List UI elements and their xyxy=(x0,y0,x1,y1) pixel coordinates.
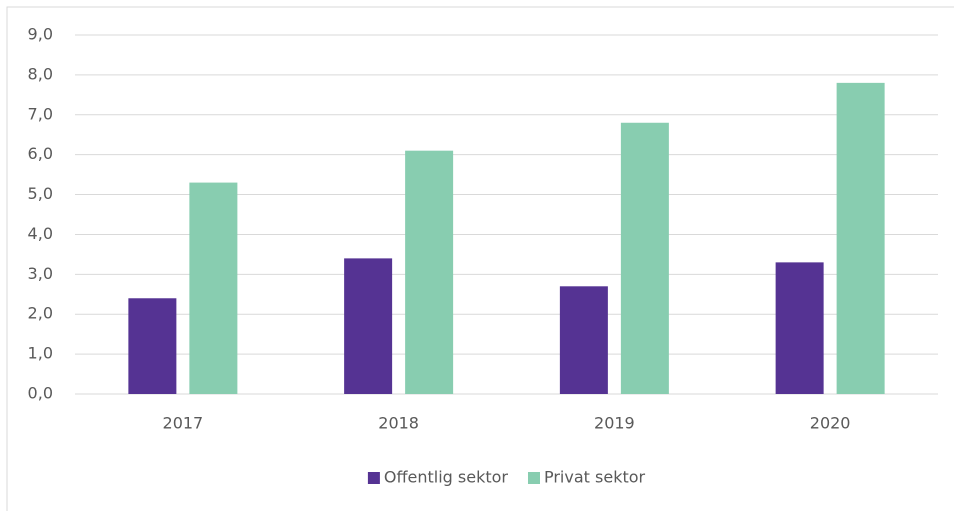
bar xyxy=(344,258,393,394)
x-tick-label: 2017 xyxy=(163,414,204,433)
bar xyxy=(559,286,608,394)
legend-swatch xyxy=(527,472,540,484)
y-tick-label: 3,0 xyxy=(28,264,53,283)
bar xyxy=(189,182,238,394)
bar xyxy=(405,150,454,394)
legend-label: Offentlig sektor xyxy=(384,468,509,487)
x-tick-label: 2019 xyxy=(594,414,635,433)
x-tick-label: 2018 xyxy=(378,414,419,433)
y-tick-label: 0,0 xyxy=(28,384,53,403)
legend-label: Privat sektor xyxy=(544,468,646,487)
chart-frame xyxy=(6,6,954,511)
y-tick-label: 7,0 xyxy=(28,104,53,123)
y-tick-label: 6,0 xyxy=(28,144,53,163)
bar xyxy=(836,82,885,394)
legend-swatch xyxy=(367,472,380,484)
y-tick-label: 1,0 xyxy=(28,344,53,363)
y-tick-label: 4,0 xyxy=(28,224,53,243)
y-tick-label: 2,0 xyxy=(28,304,53,323)
x-tick-label: 2020 xyxy=(810,414,851,433)
bar xyxy=(775,262,824,394)
y-tick-label: 5,0 xyxy=(28,184,53,203)
y-tick-label: 8,0 xyxy=(28,64,53,83)
bar xyxy=(620,122,669,394)
y-tick-label: 9,0 xyxy=(28,25,53,44)
bar xyxy=(128,298,177,394)
